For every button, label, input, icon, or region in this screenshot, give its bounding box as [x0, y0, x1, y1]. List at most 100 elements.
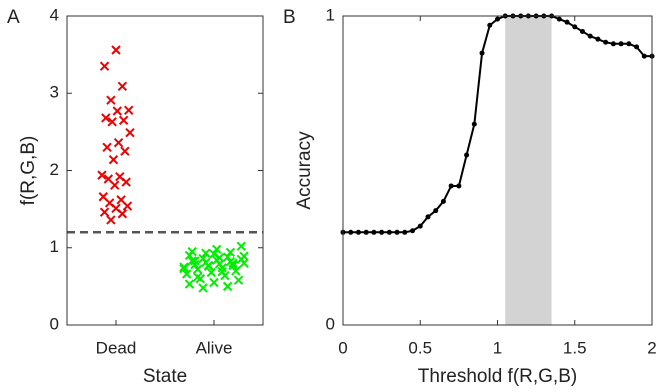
x-tick-label: 1.5 [563, 338, 587, 357]
marker [239, 251, 249, 261]
point [626, 41, 632, 47]
y-axis-label: f(R,G,B) [18, 136, 39, 206]
marker [187, 246, 197, 257]
marker [113, 137, 124, 148]
marker [239, 258, 249, 268]
point [448, 183, 454, 189]
x-axis-label: State [143, 366, 187, 387]
marker [192, 264, 203, 275]
marker [97, 170, 107, 180]
point [379, 229, 385, 235]
point [564, 19, 570, 25]
point [603, 39, 609, 45]
point [371, 229, 377, 235]
marker [124, 105, 134, 115]
marker [184, 279, 195, 289]
point [579, 28, 585, 34]
marker [222, 281, 233, 292]
marker [125, 127, 135, 138]
x-tick-label: 1 [493, 338, 502, 357]
y-tick-label: 1 [326, 5, 335, 24]
marker [120, 146, 130, 156]
marker [228, 260, 238, 271]
x-tick-label: 2 [647, 338, 656, 357]
point [595, 36, 601, 42]
point [471, 121, 477, 127]
marker [107, 117, 117, 127]
axes-box [66, 15, 264, 326]
point [634, 44, 640, 50]
marker [99, 61, 110, 71]
panel-label: B [283, 7, 296, 28]
marker [206, 267, 216, 278]
marker [228, 258, 238, 268]
y-tick-label: 3 [50, 83, 59, 102]
marker [101, 113, 111, 123]
point [618, 41, 624, 47]
marker [108, 154, 119, 165]
marker [117, 81, 128, 92]
point [456, 183, 462, 189]
x-tick-label: 0 [338, 338, 347, 357]
point [355, 229, 361, 235]
marker [212, 244, 222, 255]
point [572, 24, 578, 30]
point [363, 229, 369, 235]
marker [118, 115, 129, 125]
marker [231, 266, 241, 276]
x-tick-label: Dead [96, 338, 137, 357]
y-tick-label: 2 [50, 160, 59, 179]
marker [198, 283, 208, 293]
marker [217, 263, 227, 273]
marker [236, 241, 246, 251]
point [495, 16, 500, 22]
point [348, 229, 354, 235]
point [394, 229, 400, 235]
point [487, 22, 493, 28]
marker [106, 215, 116, 225]
marker [192, 272, 203, 282]
point [464, 152, 470, 158]
point [410, 228, 416, 234]
marker [110, 180, 120, 190]
marker [102, 142, 112, 153]
point [433, 208, 439, 214]
marker [99, 207, 110, 217]
point [641, 53, 647, 59]
marker [122, 201, 133, 211]
marker [203, 260, 214, 271]
point [402, 229, 408, 235]
x-tick-label: 0.5 [408, 338, 432, 357]
panel-label: A [7, 7, 20, 28]
line [343, 15, 652, 234]
marker [111, 45, 121, 55]
y-axis-label: Accuracy [294, 131, 315, 210]
y-tick-label: 0 [50, 314, 59, 333]
point [425, 214, 431, 220]
marker [190, 260, 200, 270]
point [587, 33, 593, 39]
marker [233, 275, 244, 285]
axes-box [342, 15, 653, 326]
marker [179, 263, 189, 274]
marker [121, 177, 131, 187]
point [610, 41, 616, 47]
marker [209, 277, 219, 288]
point [479, 50, 485, 56]
marker [179, 262, 189, 272]
marker [106, 95, 116, 105]
marker [209, 249, 219, 259]
point [417, 223, 423, 229]
marker [217, 266, 227, 277]
x-axis-label: Threshold f(R,G,B) [418, 366, 577, 387]
y-tick-label: 0 [326, 314, 335, 333]
point [440, 198, 446, 204]
marker [182, 269, 192, 279]
marker [190, 256, 200, 266]
marker [225, 247, 236, 258]
y-tick-label: 4 [50, 5, 59, 24]
marker [117, 209, 128, 219]
shaded-range [505, 16, 552, 325]
point [556, 16, 562, 22]
